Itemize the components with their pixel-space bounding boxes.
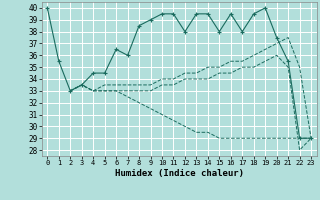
X-axis label: Humidex (Indice chaleur): Humidex (Indice chaleur) [115,169,244,178]
